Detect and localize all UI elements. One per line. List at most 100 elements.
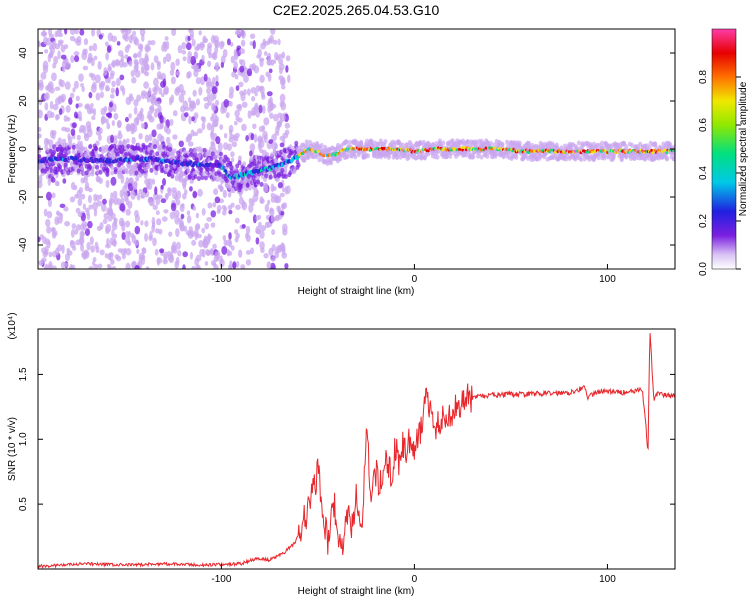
spectrogram-noise-cell (105, 52, 109, 61)
spectrogram-noise-cell (60, 54, 67, 60)
spectrogram-halo-cell (353, 154, 358, 160)
spectrogram-noise-cell (46, 226, 52, 234)
spectrogram-noise-cell (47, 264, 52, 269)
spectrogram-noise-cell (108, 264, 112, 269)
spectrogram-halo-cell (280, 168, 285, 174)
0-ytick-label: 20 (18, 95, 29, 107)
spectrogram-noise-cell (45, 138, 50, 145)
spectrogram-noise-cell (170, 61, 176, 71)
spectrogram-noise-cell (75, 207, 81, 214)
spectrogram-noise-cell (62, 178, 67, 184)
spectrogram-noise-cell (174, 215, 180, 225)
spectrogram-noise-cell (175, 227, 180, 238)
spectrogram-noise-cell (38, 180, 43, 189)
spectrogram-halo-cell (206, 151, 211, 157)
spectrogram-noise-cell (70, 128, 76, 136)
spectrogram-noise-cell (87, 220, 93, 229)
spectrogram-noise-cell (274, 250, 280, 259)
spectrogram-noise-cell (134, 225, 141, 235)
spectrogram-halo-cell (237, 160, 242, 166)
0-xtick-label: -100 (211, 274, 231, 285)
spectrogram-noise-cell (91, 115, 96, 121)
spectrogram-noise-cell (136, 192, 141, 201)
spectrogram-halo-cell (514, 154, 519, 160)
spectrogram-noise-cell (229, 129, 233, 136)
spectrogram-noise-cell (245, 135, 249, 142)
colorbar-label: Normalized spectral amplitude (738, 81, 749, 216)
spectrogram-noise-cell (186, 210, 191, 216)
spectrogram-noise-cell (88, 204, 94, 210)
spectrogram-noise-cell (50, 112, 55, 118)
spectrogram-noise-cell (113, 217, 118, 224)
spectrogram-noise-cell (73, 228, 79, 235)
spectrogram-noise-cell (214, 196, 221, 204)
spectrogram-noise-cell (228, 100, 233, 107)
spectrogram-noise-cell (91, 29, 96, 37)
spectrogram-halo-cell (84, 170, 89, 176)
spectrogram-noise-cell (222, 189, 228, 199)
spectrogram-noise-cell (69, 92, 75, 99)
spectrogram-noise-cell (143, 81, 150, 89)
spectrogram-halo-cell (172, 148, 177, 154)
spectrogram-halo-cell (110, 170, 115, 176)
spectrogram-noise-cell (77, 198, 83, 206)
spectrogram-noise-cell (172, 110, 178, 117)
spectrogram-noise-cell (245, 249, 251, 255)
spectrogram-noise-cell (154, 248, 159, 256)
spectrogram-noise-cell (72, 245, 77, 251)
spectrogram-halo-cell (653, 141, 658, 147)
spectrogram-noise-cell (262, 38, 266, 46)
spectrogram-noise-cell (97, 134, 102, 141)
spectrogram-noise-cell (44, 102, 49, 111)
spectrogram-halo-cell (345, 154, 350, 160)
spectrogram-noise-cell (161, 216, 168, 222)
spectrogram-halo-cell (93, 145, 98, 151)
spectrogram-halo-cell (479, 154, 484, 160)
spectrogram-noise-cell (159, 114, 164, 124)
spectrogram-noise-cell (135, 175, 140, 182)
colorbar-tick-label: 0.4 (698, 166, 709, 180)
spectrogram-noise-cell (198, 30, 202, 36)
spectrogram-noise-cell (47, 240, 51, 249)
spectrogram-noise-cell (58, 29, 62, 34)
spectrogram-noise-cell (202, 238, 207, 245)
spectrogram-halo-cell (155, 151, 160, 157)
spectrogram-noise-cell (63, 206, 69, 212)
spectrogram-noise-cell (145, 45, 152, 52)
spectrogram-noise-cell (206, 216, 213, 222)
spectrogram-noise-cell (201, 227, 206, 234)
spectrogram-halo-cell (238, 184, 243, 190)
spectrogram-noise-cell (50, 176, 56, 183)
spectrogram-noise-cell (51, 231, 57, 239)
spectrogram-noise-cell (243, 74, 249, 83)
spectrogram-noise-cell (195, 212, 200, 219)
spectrogram-noise-cell (144, 71, 150, 77)
spectrogram-noise-cell (78, 186, 84, 194)
spectrogram-noise-cell (239, 59, 243, 65)
spectrogram-noise-cell (206, 87, 212, 95)
spectrogram-noise-cell (43, 93, 49, 101)
spectrogram-noise-cell (169, 69, 175, 76)
spectrogram-noise-cell (157, 105, 162, 113)
spectrogram-noise-cell (73, 80, 79, 89)
snr-ylabel: SNR (10 * v/v) (7, 417, 18, 481)
spectrogram-noise-cell (240, 39, 246, 47)
spectrogram-halo-cell (622, 140, 627, 146)
snr-axes: -100 0 100 0.5 1.0 1.5 (18, 367, 675, 585)
spectrogram-noise-cell (94, 241, 99, 250)
spectrogram-noise-cell (279, 93, 286, 103)
spectrogram-noise-cell (160, 198, 167, 204)
spectrogram-noise-cell (156, 218, 162, 226)
colorbar-tick-label: 0.8 (698, 70, 709, 84)
spectrogram-noise-cell (215, 64, 219, 72)
spectrogram-halo-cell (170, 173, 175, 179)
spectrogram-noise-cell (202, 35, 207, 44)
spectrogram-halo-cell (199, 167, 204, 173)
spectrogram-noise-cell (151, 221, 156, 229)
spectrogram-noise-cell (238, 249, 243, 258)
spectrogram-halo-cell (203, 175, 208, 181)
spectrogram-noise-cell (222, 235, 227, 241)
spectrogram-noise-cell (266, 91, 273, 97)
spectrogram-halo-cell (600, 140, 605, 146)
